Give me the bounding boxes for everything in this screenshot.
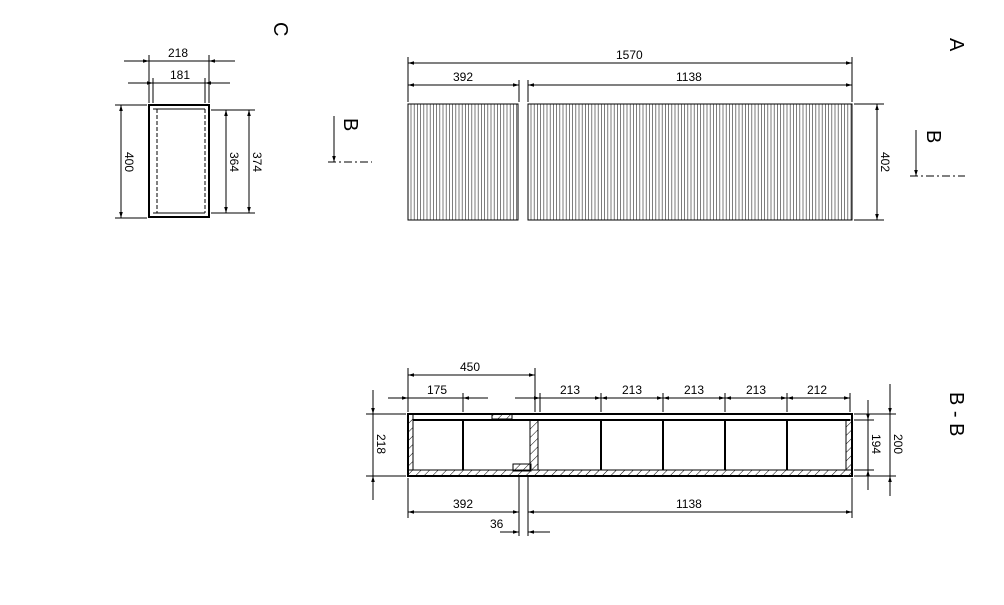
dim-bb-392: 392 (453, 497, 473, 511)
dim-bb-1138: 1138 (676, 497, 702, 511)
dim-c-400: 400 (122, 152, 136, 172)
section-marker-label: B (922, 130, 944, 143)
dim-bb-compartment: 213 (684, 383, 704, 397)
slats (410, 104, 852, 220)
dim-c-364: 364 (227, 152, 241, 172)
section-marker-label: B (339, 118, 361, 131)
dim-bb-36: 36 (490, 517, 504, 531)
view-c-label: C (269, 22, 291, 36)
dim-bb-218: 218 (374, 434, 388, 454)
dim-a-1138: 1138 (676, 70, 702, 84)
dim-bb-175: 175 (427, 383, 447, 397)
view-c: C 218 181 400 364 374 (115, 22, 291, 219)
dim-a-392: 392 (453, 70, 473, 84)
dim-bb-194: 194 (869, 434, 883, 454)
view-a-label: A (945, 38, 967, 52)
dim-c-374: 374 (250, 152, 264, 172)
view-a: A 1570 392 1138 402 (407, 38, 967, 221)
dim-bb-compartment: 212 (807, 383, 827, 397)
view-bb-label: B - B (945, 392, 967, 436)
dim-bb-compartment: 213 (746, 383, 766, 397)
dim-c-181: 181 (170, 68, 190, 82)
dim-bb-200: 200 (891, 434, 905, 454)
dim-a-1570: 1570 (616, 48, 643, 62)
section-marker-left: B (328, 116, 372, 163)
dim-a-402: 402 (878, 152, 892, 172)
dim-bb-450: 450 (460, 360, 480, 374)
view-b-b: B - B 450 175 213 213 213 (366, 360, 967, 536)
dim-c-218: 218 (168, 46, 188, 60)
dim-bb-compartment: 213 (560, 383, 580, 397)
section-marker-right: B (910, 130, 965, 177)
dim-bb-compartment: 213 (622, 383, 642, 397)
